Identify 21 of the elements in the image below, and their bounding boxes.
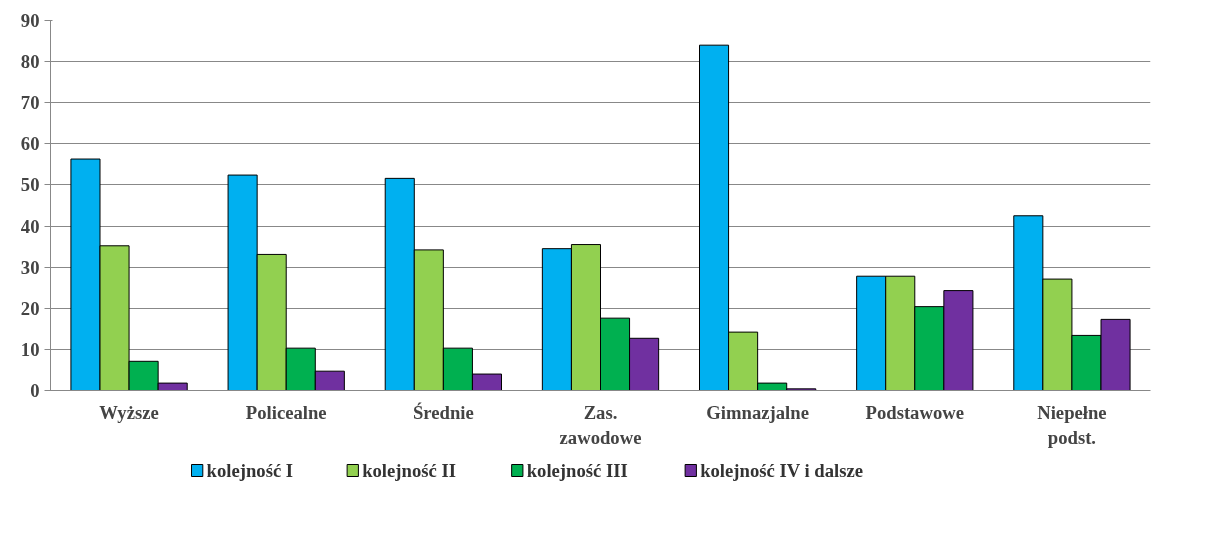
x-tick-label: Niepełne podst. [1037, 401, 1107, 448]
x-tick-label: Wyższe [99, 401, 159, 423]
x-tick-label: Średnie [412, 401, 474, 423]
y-tick-label: 20 [20, 297, 40, 319]
legend-label: kolejność IV i dalsze [700, 460, 864, 481]
legend-label: kolejność III [526, 460, 628, 481]
y-tick-label: 10 [20, 338, 40, 360]
legend-label: kolejność I [206, 460, 294, 481]
x-tick-label: Zas. zawodowe [559, 401, 642, 448]
y-tick-label: 30 [20, 256, 40, 278]
y-tick-label: 80 [20, 51, 40, 73]
y-tick-label: 50 [20, 174, 40, 196]
legend-label: kolejność II [362, 460, 456, 481]
y-tick-label: 70 [20, 92, 40, 114]
x-tick-label: Podstawowe [865, 401, 965, 423]
y-tick-label: 40 [20, 215, 40, 237]
y-tick-label: 0 [30, 380, 40, 401]
y-tick-label: 60 [20, 133, 40, 155]
x-tick-label: Policealne [245, 401, 327, 423]
x-tick-label: Gimnazjalne [706, 401, 809, 423]
y-tick-label: 90 [20, 10, 40, 31]
